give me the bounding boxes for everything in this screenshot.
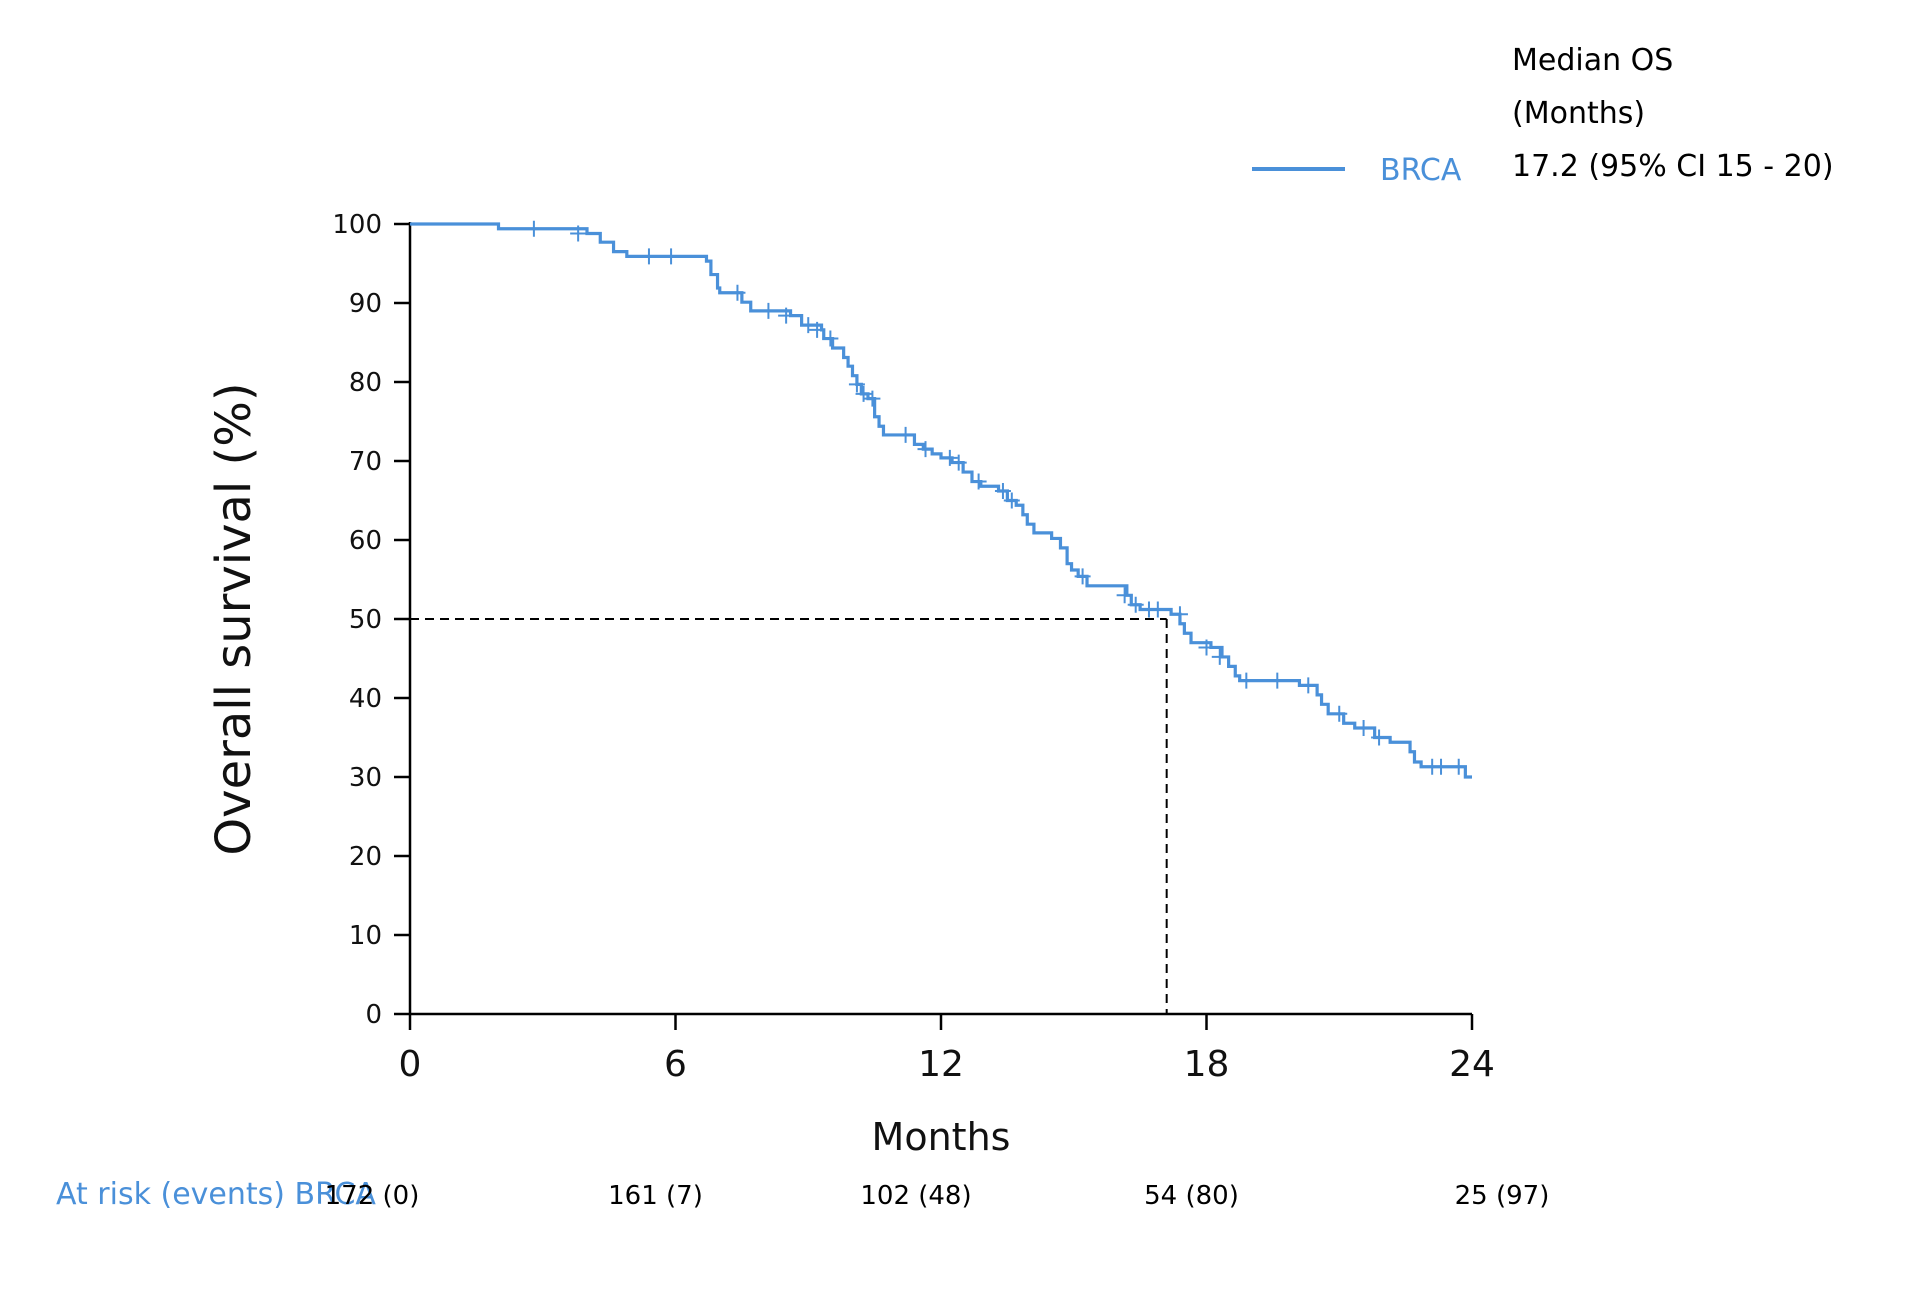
censor-mark [1269,672,1286,689]
axes: 0 10 20 30 40 50 60 70 80 90 100 0 6 12 18 24 Months Over… [206,210,1495,1159]
legend-median-value: 17.2 (95% CI 15 - 20) [1512,149,1834,184]
censor-mark [1149,601,1166,618]
censor-mark [525,220,542,237]
y-tick-label: 80 [349,368,382,398]
median-reference-lines [410,618,1168,1014]
y-tick-label: 70 [349,447,382,477]
censor-mark [1355,720,1372,737]
legend-header-line: (Months) [1512,96,1645,131]
censor-mark [822,330,839,347]
censor-mark [1450,758,1467,775]
censor-mark [800,317,817,334]
censor-mark [941,449,958,466]
censor-mark [729,284,746,301]
legend-label-brca: BRCA [1380,153,1462,188]
x-tick-label: 18 [1184,1044,1230,1085]
y-tick-label: 50 [349,605,382,635]
y-tick-label: 100 [332,210,382,240]
censor-mark [855,385,872,402]
x-tick-label: 24 [1449,1044,1495,1085]
censor-mark [760,302,777,319]
series-line-brca [410,222,1472,779]
legend-header-line: Median OS [1512,43,1673,78]
censor-mark [917,441,934,458]
censor-mark [1127,596,1144,613]
y-tick-label: 0 [365,1000,382,1030]
censor-mark [1238,672,1255,689]
y-axis-title: Overall survival (%) [206,382,262,855]
x-tick-label: 12 [918,1044,964,1085]
censor-mark [1003,492,1020,509]
legend: BRCA 17.2 (95% CI 15 - 20) Median OS (Month… [1252,43,1834,188]
x-tick-label: 6 [664,1044,687,1085]
censor-mark [994,483,1011,500]
censor-mark [970,473,987,490]
at-risk-label: At risk (events) BRCA [56,1177,376,1212]
censor-mark [1116,587,1133,604]
at-risk-value: 25 (97) [1455,1181,1550,1211]
at-risk-value: 102 (48) [860,1181,971,1211]
censor-mark [1371,729,1388,746]
censor-mark [570,225,587,242]
at-risk-value: 172 (0) [325,1181,420,1211]
censor-mark [950,454,967,471]
x-axis-title: Months [872,1115,1011,1159]
y-tick-label: 30 [349,763,382,793]
y-tick-label: 10 [349,921,382,951]
x-tick-label: 0 [399,1044,422,1085]
censor-mark [1171,606,1188,623]
censor-mark [1211,648,1228,665]
censor-mark [640,248,657,265]
y-tick-label: 40 [349,684,382,714]
censor-mark [897,426,914,443]
censor-mark [1198,639,1215,656]
censor-mark [864,390,881,407]
censor-mark [778,307,795,324]
censor-mark [809,321,826,338]
y-tick-label: 20 [349,842,382,872]
censor-mark [663,248,680,265]
censor-mark [1300,677,1317,694]
at-risk-value: 54 (80) [1144,1181,1239,1211]
censor-mark [1433,758,1450,775]
y-tick-label: 90 [349,289,382,319]
censor-mark [848,376,865,393]
series-layer [410,220,1472,779]
censor-mark [1074,568,1091,585]
at-risk-value: 161 (7) [608,1181,703,1211]
y-tick-label: 60 [349,526,382,556]
censor-mark [1331,705,1348,722]
